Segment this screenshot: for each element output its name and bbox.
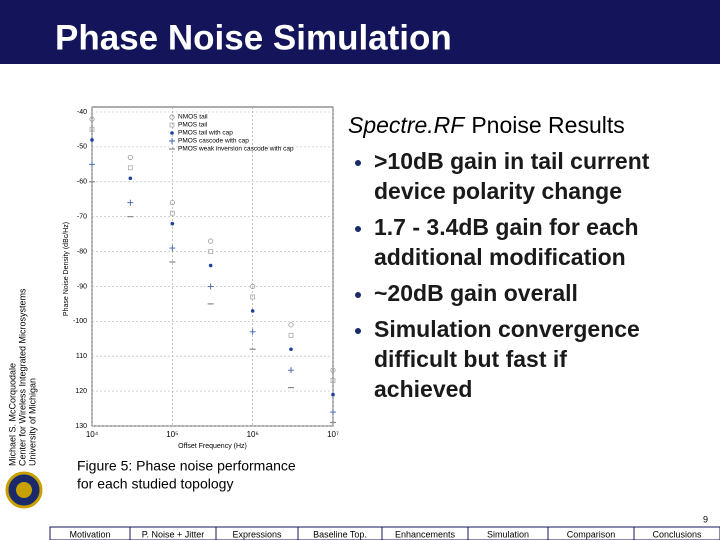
point xyxy=(289,347,293,352)
caption-line: Figure 5: Phase noise performance xyxy=(77,458,296,474)
y-tick-label: -100 xyxy=(73,318,87,325)
bullet-dot xyxy=(355,226,361,232)
point xyxy=(208,249,214,254)
point xyxy=(169,245,176,252)
point xyxy=(208,263,213,268)
point xyxy=(89,161,95,168)
sidebar: Michael S. McCorquodale Center for Wirele… xyxy=(7,288,37,466)
bullet-dot xyxy=(355,328,361,334)
nav-tab[interactable] xyxy=(633,526,720,540)
y-tick-label: -90 xyxy=(77,283,87,290)
point xyxy=(89,127,95,132)
nav-label[interactable]: Expressions xyxy=(232,529,282,539)
point xyxy=(127,154,133,160)
point xyxy=(169,210,175,216)
y-tick-label: -70 xyxy=(77,214,87,221)
slide-title: Phase Noise Simulation xyxy=(55,18,452,57)
bullet-line: additional modification xyxy=(374,244,626,270)
bullet-dot xyxy=(355,160,361,166)
sidebar-line: University of Michigan xyxy=(27,378,37,466)
point xyxy=(330,409,336,416)
bullet-line: device polarity change xyxy=(374,178,622,204)
bullet-line: Simulation convergence xyxy=(374,316,640,342)
results-heading: Spectre.RF Pnoise Results xyxy=(348,112,625,138)
logo-center xyxy=(16,482,32,498)
bullet-line: difficult but fast if xyxy=(374,346,567,372)
nav-label[interactable]: Simulation xyxy=(487,529,529,539)
point xyxy=(288,332,294,338)
x-tick-label: 10⁶ xyxy=(247,430,259,439)
plot-area xyxy=(91,106,334,427)
caption-line: for each studied topology xyxy=(77,476,233,492)
bullet-line: ~20dB gain overall xyxy=(374,280,578,306)
legend-label: PMOS tail with cap xyxy=(178,130,233,137)
page-number: 9 xyxy=(703,514,708,524)
point xyxy=(127,199,134,206)
bullet-line: >10dB gain in tail current xyxy=(374,148,650,174)
point xyxy=(127,165,133,171)
nav-label[interactable]: Conclusions xyxy=(652,529,702,539)
y-tick-label: -40 xyxy=(77,109,87,116)
point xyxy=(250,294,256,300)
legend-label: PMOS tail xyxy=(178,122,208,129)
point xyxy=(330,367,336,373)
sidebar-line: Center for Wireless Integrated Microsyst… xyxy=(17,288,27,466)
point xyxy=(288,322,294,328)
point xyxy=(331,392,335,397)
bullet-dot xyxy=(355,292,361,298)
nav-bar: Motivation P. Noise + Jitter Expressions Ba… xyxy=(49,526,720,540)
results: Spectre.RF Pnoise Results >10dB gain in ta… xyxy=(348,112,650,402)
point xyxy=(207,283,214,290)
point xyxy=(208,238,214,244)
point xyxy=(250,283,256,290)
x-tick-label: 10⁴ xyxy=(86,430,99,439)
point xyxy=(90,138,94,142)
point xyxy=(249,328,256,335)
nav-label[interactable]: Baseline Top. xyxy=(313,529,367,539)
x-tick-label: 10⁵ xyxy=(166,430,178,439)
y-tick-label: 120 xyxy=(75,388,87,395)
title-bar xyxy=(0,0,720,64)
point xyxy=(250,309,255,313)
sidebar-line: Michael S. McCorquodale xyxy=(7,363,17,466)
nav-label[interactable]: P. Noise + Jitter xyxy=(142,529,205,539)
legend-marker xyxy=(169,122,175,128)
point xyxy=(128,176,133,181)
legend-label: PMOS weak inversion cascode with cap xyxy=(178,146,294,153)
nav-label[interactable]: Motivation xyxy=(69,529,110,539)
nav-label[interactable]: Comparison xyxy=(567,529,616,539)
point xyxy=(287,367,294,374)
heading-italic: Spectre.RF xyxy=(348,112,466,138)
nav-label[interactable]: Enhancements xyxy=(395,529,456,539)
y-tick-label: -60 xyxy=(77,179,87,186)
legend-marker xyxy=(170,131,174,135)
x-tick-label: 10⁷ xyxy=(327,430,339,439)
y-tick-label: -50 xyxy=(77,144,87,151)
y-axis-label: Phase Noise Density (dBc/Hz) xyxy=(63,222,70,316)
point xyxy=(170,221,175,226)
x-axis-label: Offset Frequency (Hz) xyxy=(178,443,247,450)
legend-marker xyxy=(169,138,175,144)
legend-marker xyxy=(169,114,175,120)
y-tick-label: -80 xyxy=(77,248,87,255)
heading-rest: Pnoise Results xyxy=(471,112,624,138)
y-tick-label: 130 xyxy=(75,423,87,430)
bullet-line: 1.7 - 3.4dB gain for each xyxy=(374,214,639,240)
y-tick-label: 110 xyxy=(76,353,87,360)
legend-label: PMOS cascode with cap xyxy=(178,138,249,145)
bullet-line: achieved xyxy=(374,376,472,402)
caption: Figure 5: Phase noise performance for eac… xyxy=(77,458,296,492)
point xyxy=(89,116,95,122)
point xyxy=(169,200,175,206)
point xyxy=(330,378,336,384)
legend-label: NMOS tail xyxy=(178,114,208,121)
